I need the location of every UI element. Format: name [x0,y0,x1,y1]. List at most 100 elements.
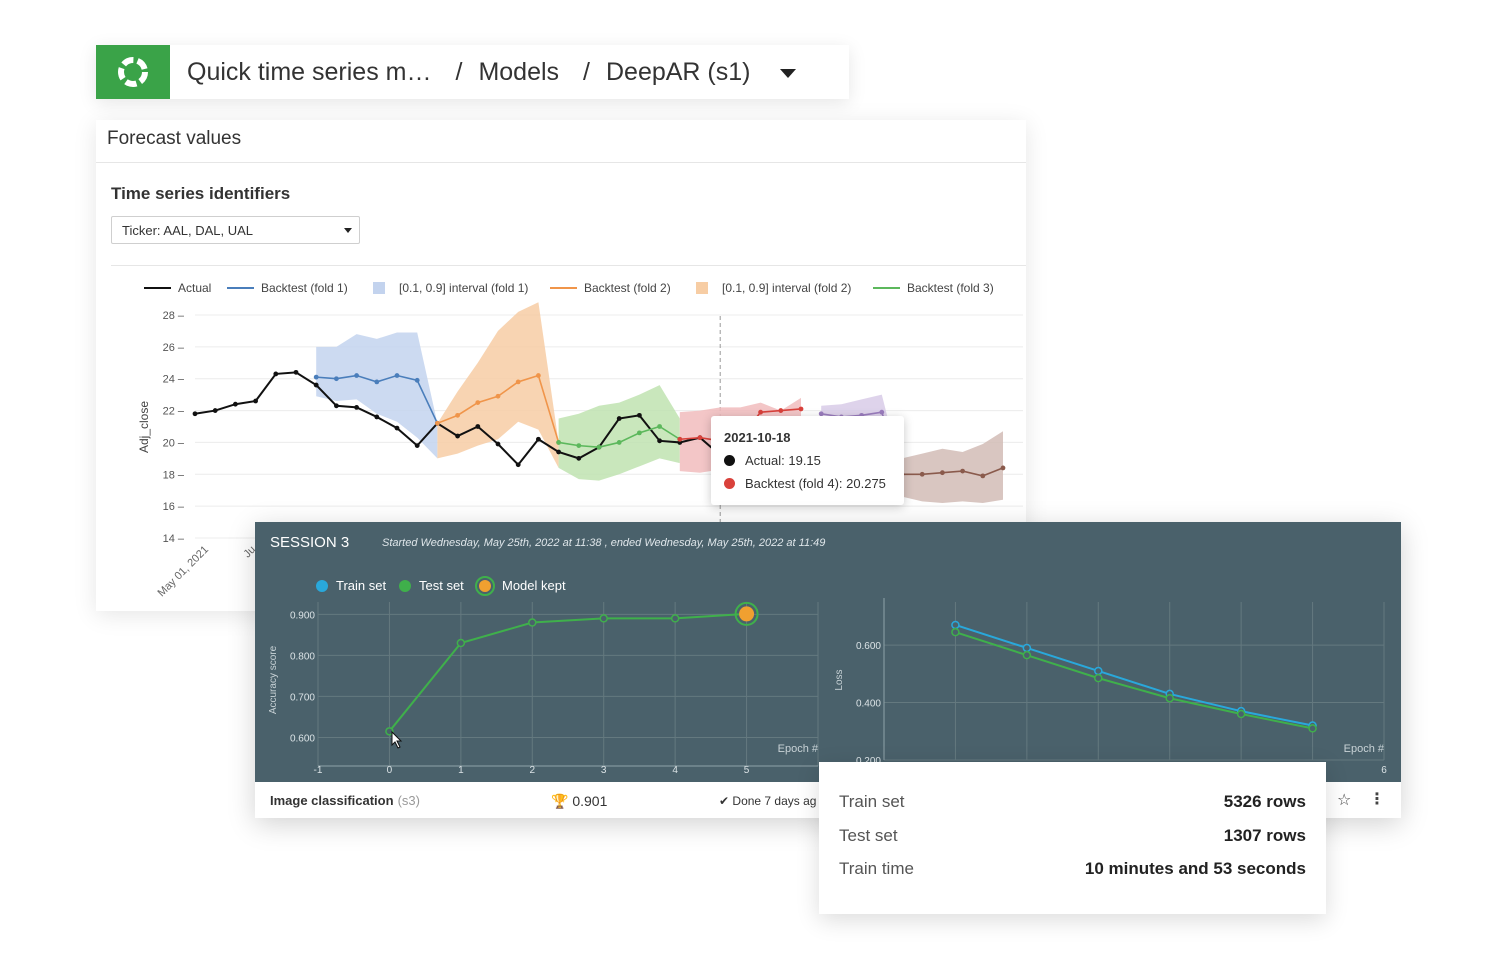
data-point [192,411,198,417]
data-point [599,614,608,623]
y-tick-label: 0.600 [856,641,881,652]
info-key: Test set [839,826,898,845]
session-footer: Image classification (s3) 🏆 0.901 ✔ Done … [255,782,1401,818]
data-point [1236,709,1246,719]
status-badge: ✔ Done 7 days ag [719,794,816,808]
tooltip-backtest-row: Backtest (fold 4): 20.275 [724,476,886,491]
data-point [374,414,380,420]
x-tick-label: 5 [744,765,750,776]
ticker-select[interactable]: Ticker: AAL, DAL, UAL [111,216,360,244]
data-point [637,412,642,418]
data-point [1094,666,1103,676]
info-key: Train time [839,859,914,878]
x-tick-label: 6 [1381,765,1387,776]
data-point [758,409,763,415]
data-point [596,444,602,450]
divider [96,162,1026,163]
model-dropdown-icon[interactable] [780,68,797,78]
data-point [951,620,960,630]
tooltip-actual-row: Actual: 19.15 [724,453,821,468]
series-line [388,612,747,732]
series-line [955,624,1313,727]
star-icon[interactable]: ☆ [1337,792,1352,809]
data-point [1165,693,1174,703]
data-point [273,371,279,377]
check-icon: ✔ [719,794,730,808]
divider [111,265,1026,266]
x-tick-label: 4 [672,765,678,776]
status-text: Done 7 days ag [732,794,817,808]
data-point [394,373,400,378]
legend-label: [0.1, 0.9] interval (fold 1) [399,281,528,295]
data-point [1094,673,1103,683]
session-header [255,522,1401,782]
interval-band [316,332,438,459]
ticker-select-value: Ticker: AAL, DAL, UAL [122,223,254,238]
actual-dot-icon [724,455,735,466]
model-score: 🏆 0.901 [551,793,607,810]
data-point [455,433,460,439]
legend-label: Test set [419,578,464,593]
legend-label: Backtest (fold 2) [584,281,671,295]
y-tick-label: 28 – [163,310,185,322]
data-point [951,627,960,637]
legend-label: Actual [178,281,211,295]
data-point [818,411,824,417]
x-axis-label: Epoch # [1344,743,1385,755]
legend-label: Train set [336,578,386,593]
y-tick-label: 0.400 [856,699,881,710]
legend-label: Model kept [502,578,566,593]
more-menu-icon[interactable]: ⋮ [1369,791,1385,808]
data-point [334,376,339,382]
chevron-down-icon [344,228,352,233]
data-point [980,473,986,479]
y-tick-label: 16 – [163,501,185,513]
interval-band [558,385,680,481]
section-title: Time series identifiers [111,184,291,203]
legend-label: Backtest (fold 3) [907,281,994,295]
data-point [528,618,537,627]
legend-marker [475,576,495,596]
data-point [576,443,582,449]
y-tick-label: 0.800 [290,651,315,662]
data-point [495,393,501,399]
y-tick-label: 20 – [163,437,185,449]
session-charts[interactable]: Train set Test set Model kept 0.600 0.700 0.8… [255,522,1401,782]
breadcrumb-models-link[interactable]: Models [478,57,560,86]
data-point [253,398,258,404]
data-point [798,406,804,412]
data-point [616,416,622,421]
data-point [293,369,299,375]
data-point [394,425,400,431]
data-point [475,424,481,429]
breadcrumb-project-link[interactable]: Quick time series m… [187,57,432,86]
data-point [515,462,521,468]
data-point [475,400,481,406]
app-logo-icon[interactable] [96,45,170,99]
legend-label: Backtest (fold 1) [261,281,348,295]
cursor-icon [391,730,403,749]
series-line [902,467,1004,477]
session-panel: SESSION 3 Started Wednesday, May 25th, 2… [255,522,1401,818]
data-point [385,727,394,736]
data-point [414,443,420,449]
y-tick-label: 18 – [163,469,185,481]
tooltip-backtest-value: Backtest (fold 4): 20.275 [745,476,886,491]
model-score-value: 0.901 [572,793,608,809]
data-point [313,374,319,380]
y-tick-label: 0.700 [290,692,315,703]
legend-label: [0.1, 0.9] interval (fold 2) [722,281,851,295]
model-name[interactable]: Image classification (s3) [270,793,420,808]
data-point [354,404,359,410]
data-point [495,441,501,447]
y-tick-label: 24 – [163,374,185,386]
session-id: (s3) [397,793,420,808]
model-kept-marker [734,601,759,626]
y-axis-label: Loss [834,669,845,690]
y-tick-label: 0.900 [290,610,315,621]
x-tick-label: May 01, 2021 [156,544,212,600]
session-title: SESSION 3 [270,534,350,551]
data-point [778,408,784,413]
interval-band [902,431,1003,503]
legend-marker [316,580,328,592]
